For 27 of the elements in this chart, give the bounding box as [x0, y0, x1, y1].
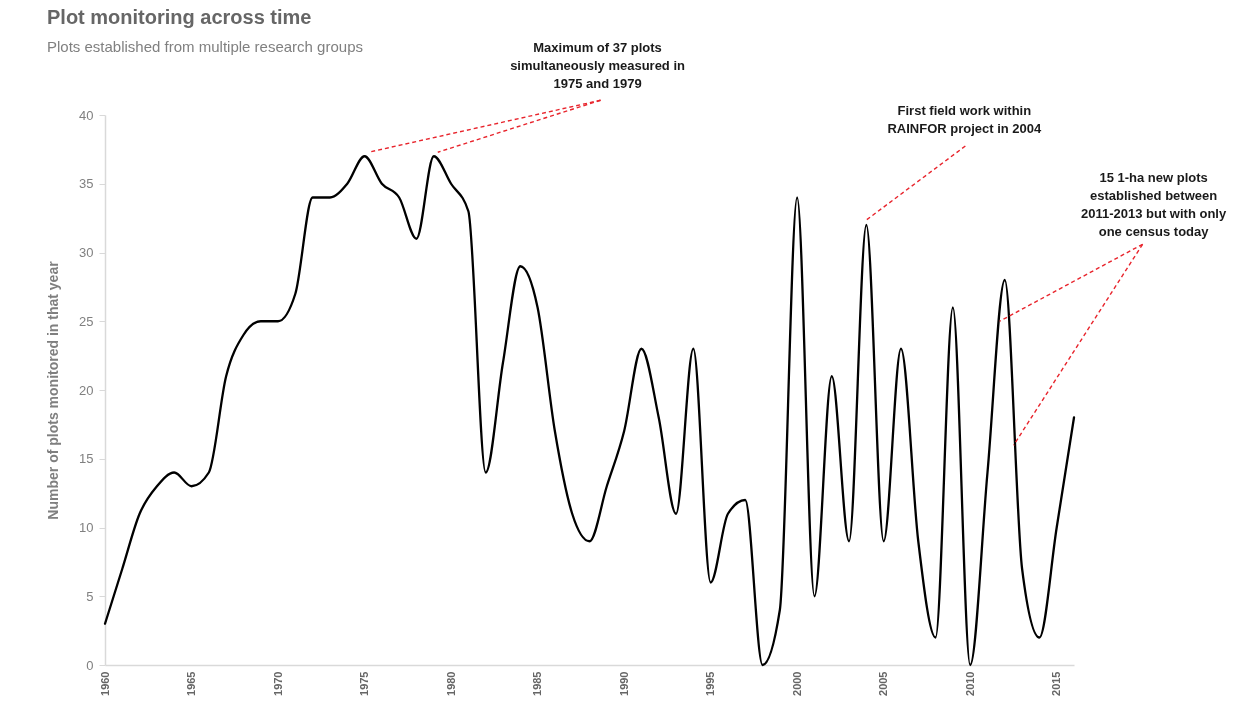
- x-tick-label: 1975: [358, 671, 371, 696]
- annotation: 15 1-ha new plots established between 2011-2013 but with only one census today: [1080, 170, 1227, 240]
- x-tick-label: 1965: [185, 671, 198, 696]
- x-tick-label: 2010: [963, 671, 976, 696]
- x-tick-label: 2015: [1050, 671, 1063, 696]
- y-tick-label: 35: [79, 176, 94, 192]
- x-tick-label: 1970: [271, 671, 284, 696]
- x-tick-label: 2005: [877, 671, 890, 696]
- x-tick-label: 1985: [531, 671, 544, 696]
- x-tick-label: 1960: [98, 671, 111, 696]
- x-tick-label: 2000: [790, 671, 803, 696]
- y-tick-label: 40: [79, 107, 94, 123]
- chart-subtitle: Plots established from multiple research groups: [47, 38, 363, 56]
- chart-title: Plot monitoring across time: [47, 6, 312, 29]
- y-axis-title: Number of plots monitored in that year: [45, 260, 62, 520]
- annotation: Maximum of 37 plots simultaneously measured in 1975 and 1979: [510, 40, 686, 92]
- y-tick-label: 30: [79, 245, 94, 260]
- y-tick-label: 20: [79, 382, 94, 398]
- y-tick-label: 15: [79, 451, 94, 467]
- x-tick-label: 1995: [704, 671, 717, 696]
- annotation: First field work within RAINFOR project in 2004: [887, 103, 1043, 136]
- y-tick-label: 0: [86, 657, 94, 673]
- x-tick-label: 1980: [444, 671, 457, 696]
- y-tick-label: 25: [79, 313, 94, 329]
- y-tick-label: 5: [86, 588, 94, 604]
- x-tick-label: 1990: [617, 671, 630, 696]
- y-tick-label: 10: [79, 520, 94, 535]
